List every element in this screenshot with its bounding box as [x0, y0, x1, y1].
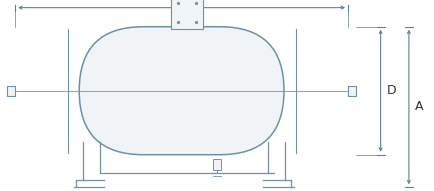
Text: A: A [414, 100, 422, 113]
Bar [213, 159, 220, 170]
Text: D: D [386, 84, 395, 97]
Text: C: C [177, 0, 186, 4]
Bar [7, 86, 15, 96]
Bar [170, 0, 203, 29]
FancyBboxPatch shape [79, 27, 283, 155]
Bar [347, 86, 355, 96]
